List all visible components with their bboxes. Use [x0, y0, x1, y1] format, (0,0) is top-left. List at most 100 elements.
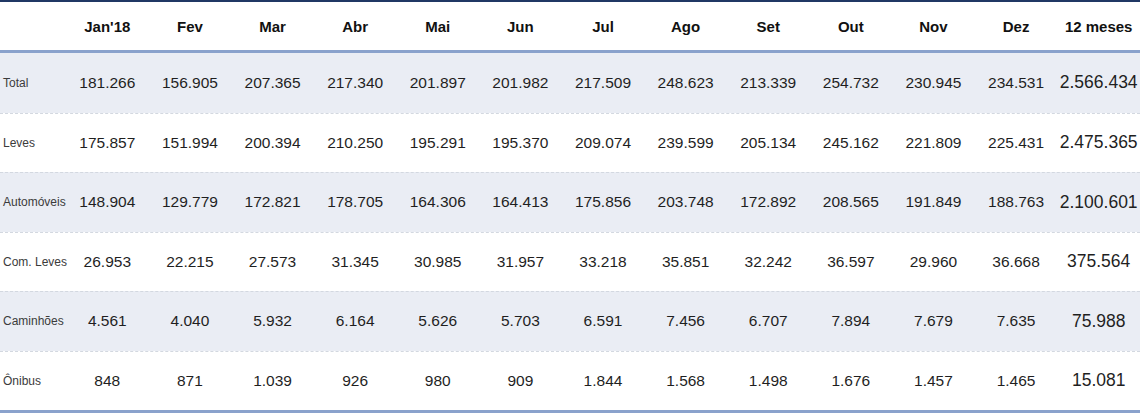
value-cell: 164.413	[479, 193, 562, 211]
value-cell: 31.957	[479, 253, 562, 271]
value-cell: 909	[479, 372, 562, 390]
value-cell: 225.431	[975, 134, 1058, 152]
value-cell: 248.623	[644, 74, 727, 92]
value-cell: 5.626	[396, 312, 479, 330]
value-cell: 848	[66, 372, 149, 390]
column-header: Nov	[892, 18, 975, 35]
table-row: Leves175.857151.994200.394210.250195.291…	[0, 113, 1140, 173]
value-cell: 27.573	[231, 253, 314, 271]
value-cell: 203.748	[644, 193, 727, 211]
column-header: Jul	[562, 18, 645, 35]
value-cell: 148.904	[66, 193, 149, 211]
value-cell: 221.809	[892, 134, 975, 152]
value-cell: 7.894	[810, 312, 893, 330]
value-cell: 230.945	[892, 74, 975, 92]
value-cell: 1.568	[644, 372, 727, 390]
value-cell: 36.597	[810, 253, 893, 271]
row-label: Caminhões	[0, 314, 66, 328]
value-cell: 1.676	[810, 372, 893, 390]
column-header: Fev	[149, 18, 232, 35]
table-header-row: Jan'18FevMarAbrMaiJunJulAgoSetOutNovDez1…	[0, 2, 1140, 53]
column-header: Dez	[975, 18, 1058, 35]
value-cell: 201.897	[396, 74, 479, 92]
value-cell: 181.266	[66, 74, 149, 92]
value-cell: 22.215	[149, 253, 232, 271]
table-row: Caminhões4.5614.0405.9326.1645.6265.7036…	[0, 291, 1140, 351]
value-cell: 7.679	[892, 312, 975, 330]
column-header: 12 meses	[1057, 18, 1140, 35]
value-cell: 201.982	[479, 74, 562, 92]
value-cell: 1.457	[892, 372, 975, 390]
value-cell: 156.905	[149, 74, 232, 92]
value-cell: 191.849	[892, 193, 975, 211]
value-cell: 980	[396, 372, 479, 390]
row-label: Leves	[0, 136, 66, 150]
value-cell: 7.456	[644, 312, 727, 330]
value-cell: 217.509	[562, 74, 645, 92]
value-cell: 4.561	[66, 312, 149, 330]
monthly-vehicle-table: Jan'18FevMarAbrMaiJunJulAgoSetOutNovDez1…	[0, 0, 1140, 420]
value-cell: 129.779	[149, 193, 232, 211]
value-cell: 926	[314, 372, 397, 390]
value-cell: 195.291	[396, 134, 479, 152]
column-header: Ago	[644, 18, 727, 35]
value-cell: 2.100.601	[1057, 192, 1140, 213]
column-header: Jun	[479, 18, 562, 35]
value-cell: 1.465	[975, 372, 1058, 390]
value-cell: 234.531	[975, 74, 1058, 92]
value-cell: 2.566.434	[1057, 72, 1140, 93]
value-cell: 213.339	[727, 74, 810, 92]
value-cell: 35.851	[644, 253, 727, 271]
value-cell: 210.250	[314, 134, 397, 152]
table-row: Ônibus8488711.0399269809091.8441.5681.49…	[0, 351, 1140, 411]
table-body: Total181.266156.905207.365217.340201.897…	[0, 53, 1140, 410]
value-cell: 217.340	[314, 74, 397, 92]
value-cell: 31.345	[314, 253, 397, 271]
value-cell: 188.763	[975, 193, 1058, 211]
value-cell: 207.365	[231, 74, 314, 92]
value-cell: 175.856	[562, 193, 645, 211]
table-bottom-rule	[0, 410, 1140, 413]
value-cell: 1.844	[562, 372, 645, 390]
value-cell: 172.821	[231, 193, 314, 211]
row-label: Ônibus	[0, 374, 66, 388]
value-cell: 26.953	[66, 253, 149, 271]
value-cell: 205.134	[727, 134, 810, 152]
column-header: Abr	[314, 18, 397, 35]
column-header: Out	[810, 18, 893, 35]
value-cell: 4.040	[149, 312, 232, 330]
value-cell: 208.565	[810, 193, 893, 211]
value-cell: 5.932	[231, 312, 314, 330]
table-row: Automóveis148.904129.779172.821178.70516…	[0, 172, 1140, 232]
value-cell: 239.599	[644, 134, 727, 152]
value-cell: 75.988	[1057, 311, 1140, 332]
value-cell: 6.707	[727, 312, 810, 330]
value-cell: 30.985	[396, 253, 479, 271]
value-cell: 871	[149, 372, 232, 390]
value-cell: 6.164	[314, 312, 397, 330]
value-cell: 151.994	[149, 134, 232, 152]
value-cell: 15.081	[1057, 370, 1140, 391]
value-cell: 29.960	[892, 253, 975, 271]
value-cell: 1.039	[231, 372, 314, 390]
value-cell: 172.892	[727, 193, 810, 211]
value-cell: 6.591	[562, 312, 645, 330]
value-cell: 178.705	[314, 193, 397, 211]
value-cell: 164.306	[396, 193, 479, 211]
value-cell: 245.162	[810, 134, 893, 152]
table-row: Total181.266156.905207.365217.340201.897…	[0, 53, 1140, 113]
row-label: Total	[0, 76, 66, 90]
column-header: Set	[727, 18, 810, 35]
value-cell: 175.857	[66, 134, 149, 152]
column-header: Mai	[396, 18, 479, 35]
table-row: Com. Leves26.95322.21527.57331.34530.985…	[0, 232, 1140, 292]
value-cell: 209.074	[562, 134, 645, 152]
value-cell: 33.218	[562, 253, 645, 271]
column-header: Mar	[231, 18, 314, 35]
value-cell: 5.703	[479, 312, 562, 330]
value-cell: 32.242	[727, 253, 810, 271]
row-label: Automóveis	[0, 195, 66, 209]
value-cell: 200.394	[231, 134, 314, 152]
column-header: Jan'18	[66, 18, 149, 35]
value-cell: 254.732	[810, 74, 893, 92]
